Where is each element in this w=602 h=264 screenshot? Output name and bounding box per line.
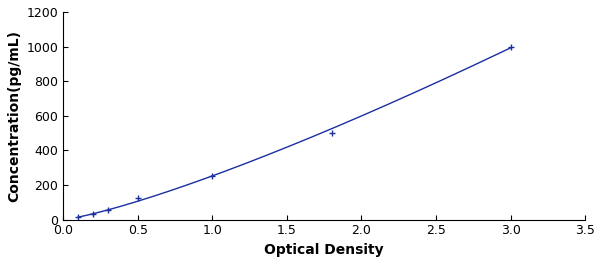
Y-axis label: Concentration(pg/mL): Concentration(pg/mL) bbox=[7, 30, 21, 202]
X-axis label: Optical Density: Optical Density bbox=[264, 243, 384, 257]
